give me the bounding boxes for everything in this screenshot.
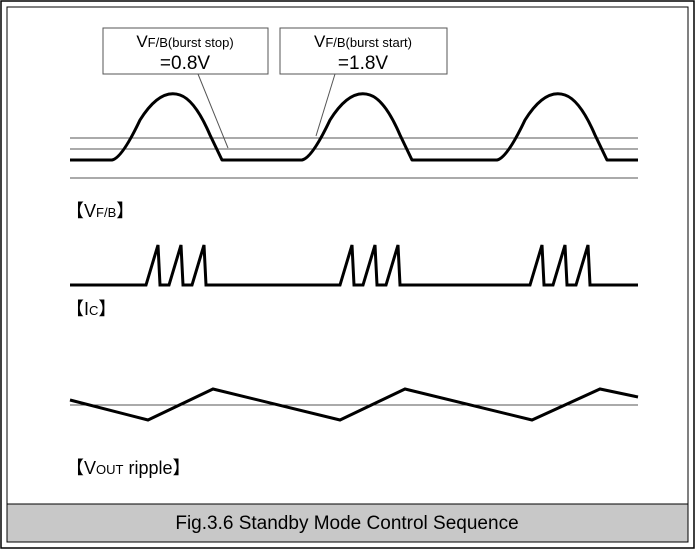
signal-label: 【IC】 [66,299,116,319]
vout-ripple [69,387,639,422]
callout: VF/B(burst start) =1.8V [279,27,448,137]
callout-label: VF/B(burst start) [314,32,412,51]
caption-band [6,503,689,543]
ic-waveform [70,244,638,287]
callout-value: =0.8V [160,53,211,74]
caption: Fig.3.6 Standby Mode Control Sequence [175,513,518,534]
leader-line [315,73,336,137]
callout: VF/B(burst stop) =0.8V [102,27,269,149]
callout-box [279,27,448,75]
leader-line [197,73,229,149]
signal-label: 【VF/B】 [66,201,134,221]
reference-lines [70,137,638,406]
callout-box [102,27,269,75]
callout-value: =1.8V [338,53,389,74]
vfb-waveform [70,92,638,162]
signal-label: 【VOUT ripple】 [66,458,191,478]
callout-label: VF/B(burst stop) [136,32,233,51]
